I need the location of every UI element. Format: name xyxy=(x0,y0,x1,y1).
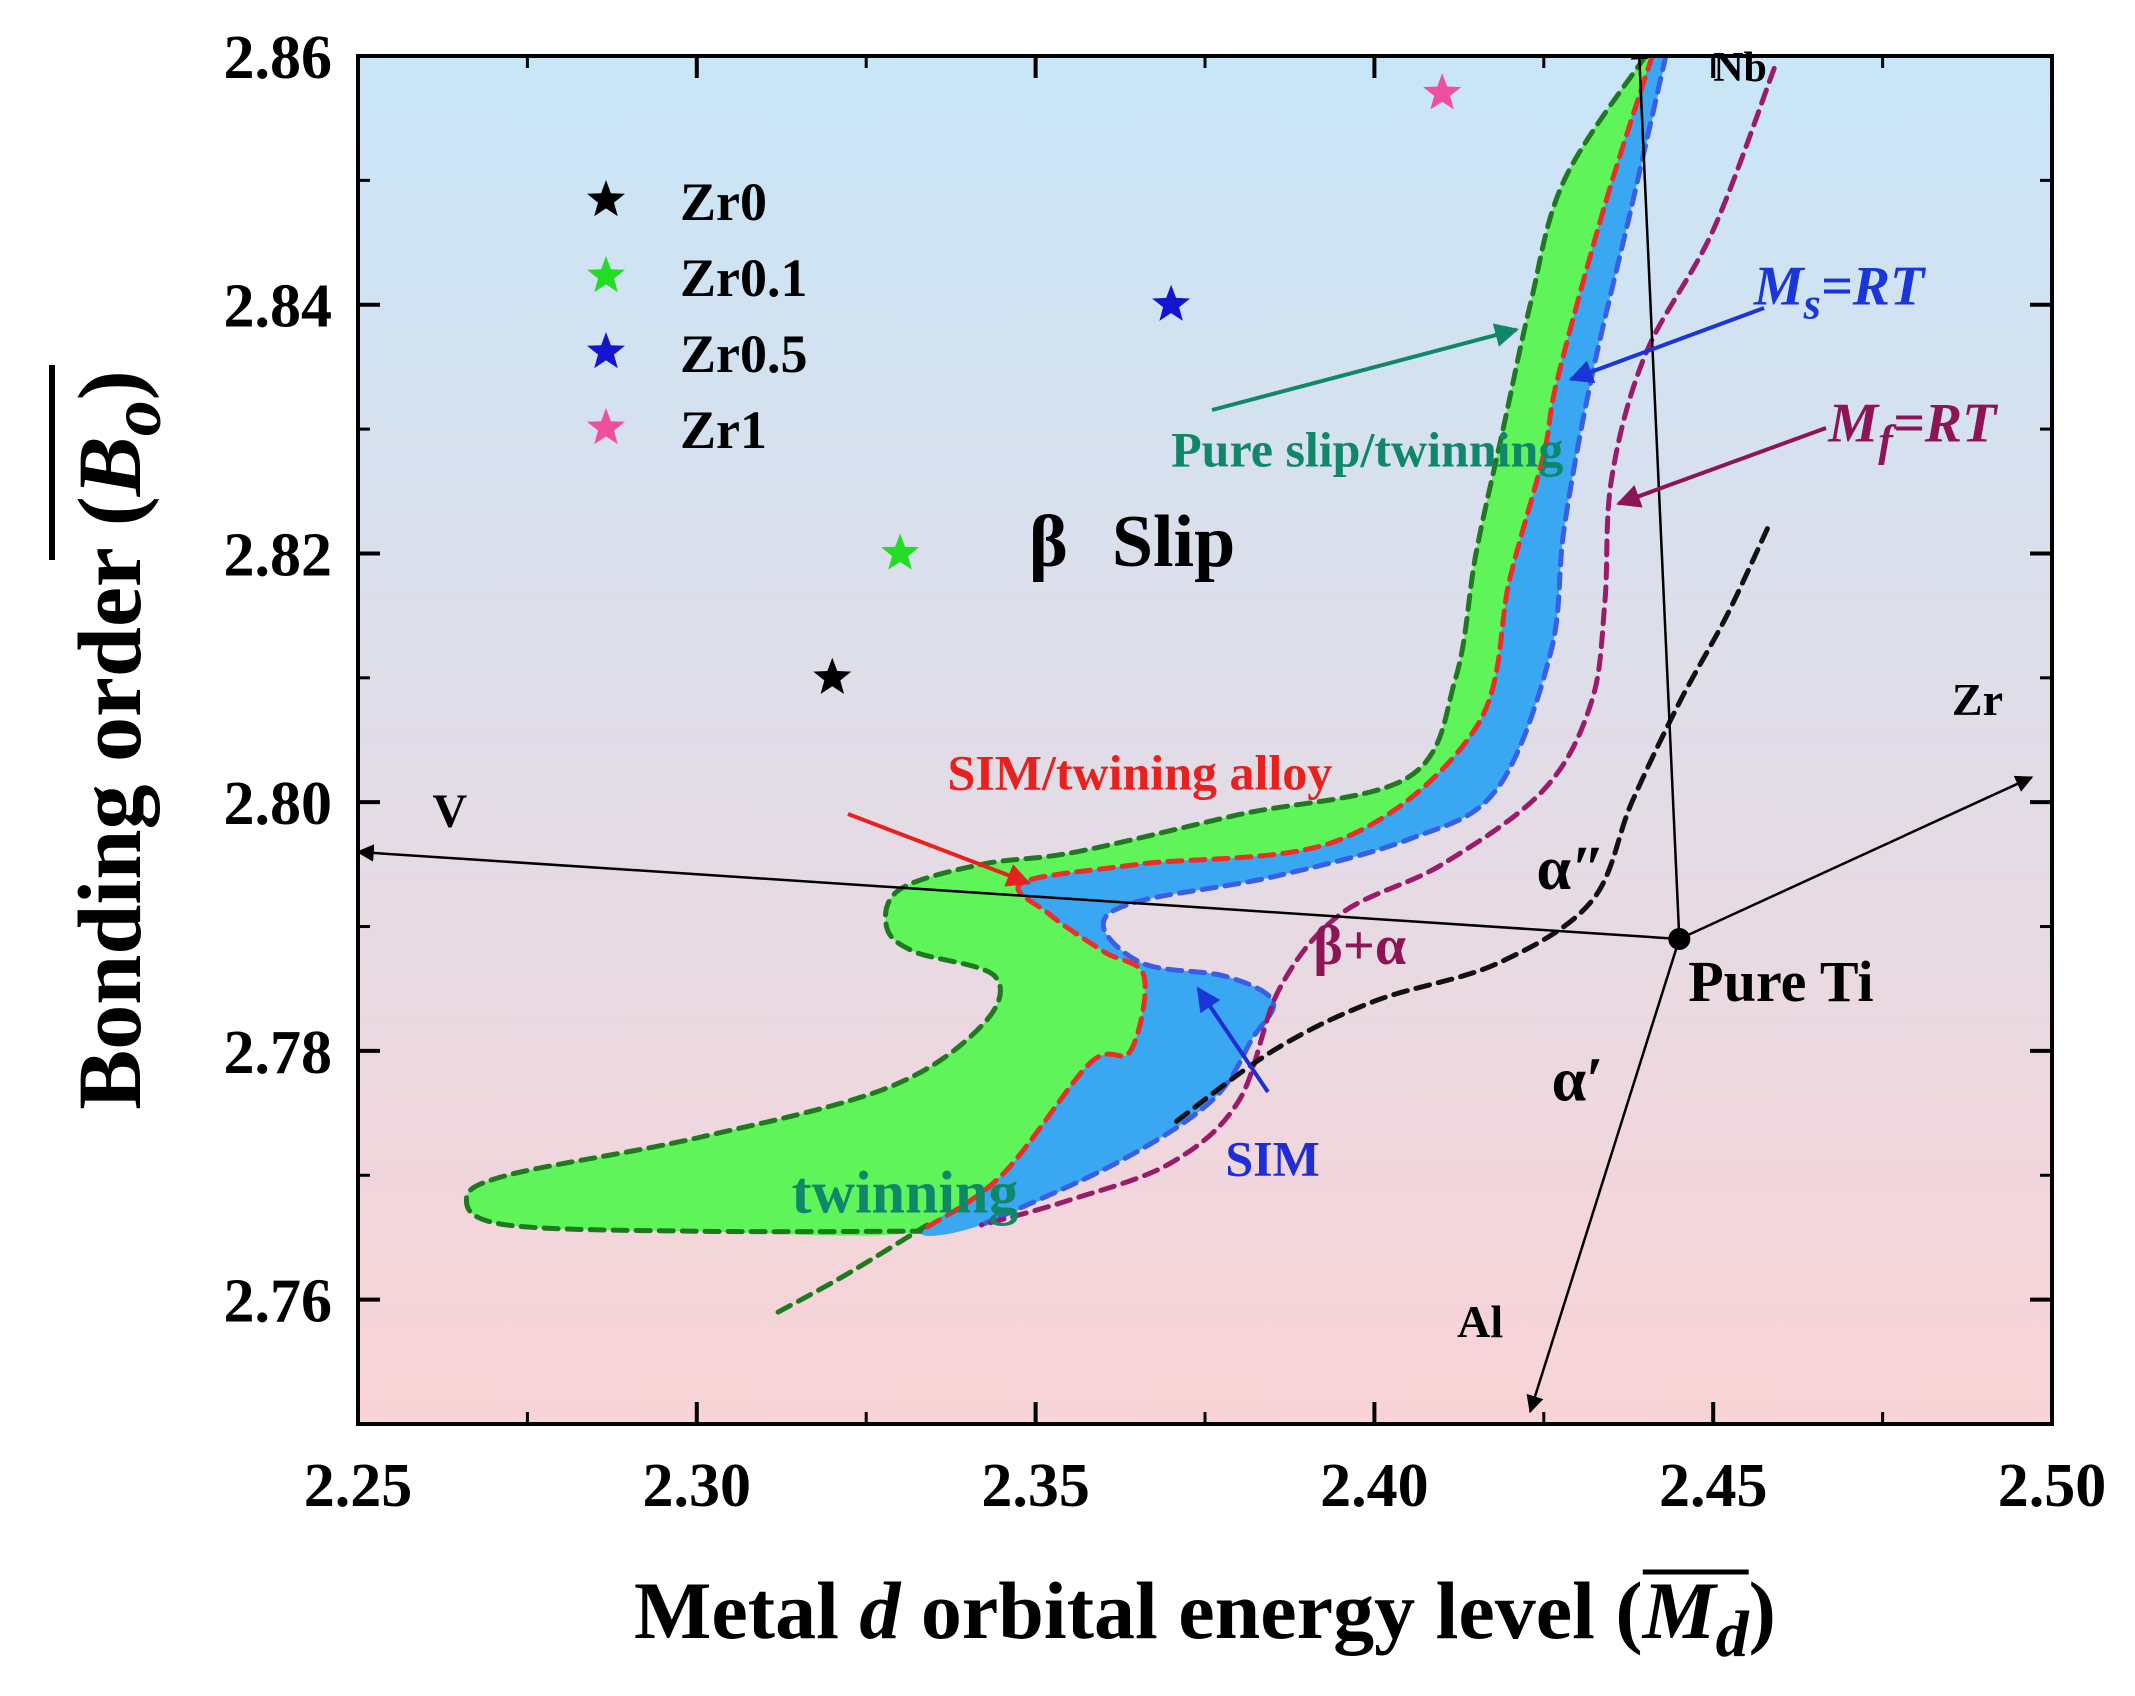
legend-label: Zr1 xyxy=(680,400,767,460)
y-tick-label: 2.82 xyxy=(224,521,333,589)
legend-marker-zr1 xyxy=(587,408,625,445)
alpha-double-prime-label: α″ xyxy=(1536,835,1605,903)
legend-marker-zr0-1 xyxy=(587,256,625,293)
axes: 2.25 2.30 2.35 2.40 2.45 2.50 2.76 2.78 2.80 2.82… xyxy=(49,24,2107,1671)
al-label: Al xyxy=(1457,1296,1503,1347)
ms-rt-label-arrow xyxy=(1568,306,1765,384)
pure-slip-twinning-label: Pure slip/twinning xyxy=(1171,421,1563,477)
curve-mf-rt xyxy=(978,65,1777,1228)
x-tick-label: 2.30 xyxy=(643,1452,752,1520)
zr-label: Zr xyxy=(1952,674,2003,725)
curve-sim-twining-alloy-boundary xyxy=(917,56,1655,1234)
vector-al xyxy=(1526,938,1681,1414)
vector-nb xyxy=(1630,56,1681,940)
plot-content xyxy=(358,56,2034,1414)
curve-alpha-boundary xyxy=(1168,526,1770,1128)
x-tick-label: 2.40 xyxy=(1320,1452,1429,1520)
vector-zr xyxy=(1678,775,2034,941)
legend-label: Zr0 xyxy=(680,172,767,232)
curve-green-tail xyxy=(775,1222,930,1315)
sim-twining-alloy-label-arrow xyxy=(847,812,1032,887)
x-tick-label: 2.35 xyxy=(981,1452,1090,1520)
y-tick-label: 2.80 xyxy=(224,770,333,838)
alpha-prime-label: α′ xyxy=(1552,1047,1604,1115)
curve-ms-rt xyxy=(978,56,1669,1228)
legend-marker-zr0-5 xyxy=(587,332,625,369)
pure-ti-point xyxy=(1668,927,1691,950)
twinning-outline xyxy=(463,56,1648,1235)
legend-label: Zr0.1 xyxy=(680,248,808,308)
data-point-zr0 xyxy=(813,657,852,694)
vector-v xyxy=(358,844,1680,941)
beta-alpha-label: β+α xyxy=(1313,915,1406,977)
mf-rt-label: Mf=RT xyxy=(1827,393,1999,466)
sim-label-arrow xyxy=(1196,986,1270,1094)
beta-slip-label: β Slip xyxy=(1029,501,1235,583)
legend-label: Zr0.5 xyxy=(680,324,808,384)
x-axis-label: Metal d orbital energy level (Md) xyxy=(634,1565,1776,1671)
v-label: V xyxy=(433,785,468,838)
legend: Zr0 Zr0.1 Zr0.5 Zr1 xyxy=(587,172,808,460)
sim-label: SIM xyxy=(1225,1130,1319,1186)
region-SIM xyxy=(920,56,1666,1236)
twinning-label: twinning xyxy=(792,1160,1019,1226)
x-tick-label: 2.25 xyxy=(304,1452,413,1520)
annotations: β Slip Pure slip/twinning SIM/twining alloy… xyxy=(433,45,2003,1347)
x-tick-label: 2.50 xyxy=(1998,1452,2107,1520)
ms-rt-label: Ms=RT xyxy=(1753,256,1927,329)
y-tick-label: 2.84 xyxy=(224,273,333,341)
data-point-zr1 xyxy=(1423,73,1462,110)
region-twinning xyxy=(466,56,1653,1236)
sim-twining-alloy-label: SIM/twining alloy xyxy=(948,745,1333,801)
data-point-zr0-5 xyxy=(1152,284,1191,321)
x-tick-label: 2.45 xyxy=(1659,1452,1768,1520)
data-point-zr0-1 xyxy=(881,533,920,570)
y-tick-label: 2.86 xyxy=(224,24,333,92)
pure-slip-twinning-label-arrow xyxy=(1211,323,1520,412)
pure-ti-label: Pure Ti xyxy=(1688,949,1873,1014)
mf-rt-label-arrow xyxy=(1616,426,1827,508)
y-axis-label: Bonding order (Bo) xyxy=(61,370,176,1109)
legend-marker-zr0 xyxy=(587,180,625,217)
y-tick-label: 2.78 xyxy=(224,1019,333,1087)
nb-label: Nb xyxy=(1713,45,1767,91)
y-tick-label: 2.76 xyxy=(224,1268,333,1336)
